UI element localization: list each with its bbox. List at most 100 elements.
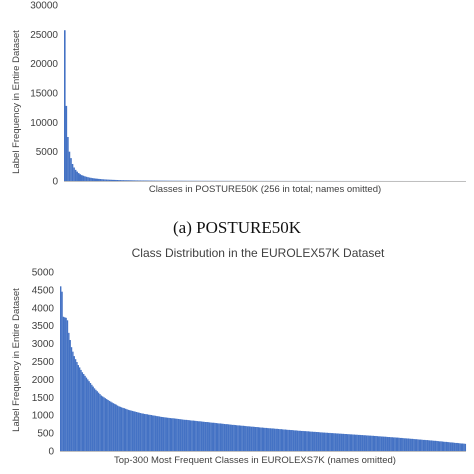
bar <box>384 436 387 451</box>
x-axis-label: Top-300 Most Frequent Classes in EUROLEX… <box>114 455 396 466</box>
bar <box>341 433 343 451</box>
bar <box>183 419 185 451</box>
bar <box>288 429 291 451</box>
bar <box>248 426 250 451</box>
bar <box>352 434 354 451</box>
bar <box>118 180 120 181</box>
bar <box>99 394 101 451</box>
bar <box>253 426 255 451</box>
bar <box>142 413 144 451</box>
y-tick-label: 2500 <box>32 357 55 368</box>
bar <box>87 177 89 181</box>
bar <box>241 425 243 451</box>
bar <box>261 427 264 451</box>
bar <box>143 413 146 451</box>
bar <box>74 169 77 181</box>
bar <box>106 399 108 451</box>
bar <box>104 179 106 181</box>
bar <box>425 440 427 451</box>
bar <box>284 429 287 451</box>
bar <box>407 438 410 451</box>
bar <box>234 425 236 451</box>
bar <box>459 443 461 451</box>
bar <box>165 417 167 451</box>
bar <box>376 436 379 451</box>
bar <box>424 439 426 451</box>
bar <box>422 439 425 451</box>
bar <box>204 422 207 451</box>
bar <box>77 173 80 181</box>
bar <box>150 415 153 451</box>
y-tick-label: 3500 <box>32 321 55 332</box>
bar <box>348 434 350 451</box>
bar <box>164 417 166 451</box>
bar <box>436 440 438 451</box>
bar <box>200 421 203 451</box>
bar <box>268 428 270 451</box>
bar <box>142 180 145 181</box>
bar <box>67 137 69 181</box>
bar <box>238 425 241 451</box>
bar <box>444 441 446 451</box>
bar <box>88 381 90 451</box>
bar <box>225 424 227 451</box>
bar <box>110 179 112 181</box>
bar <box>81 372 84 451</box>
bar <box>283 429 285 451</box>
bar <box>214 422 216 451</box>
bar <box>64 317 66 451</box>
bar <box>299 430 301 451</box>
bar <box>271 428 273 451</box>
bar <box>344 433 346 451</box>
bar <box>463 443 465 451</box>
bar <box>138 180 140 181</box>
bar <box>411 438 414 451</box>
bar <box>449 442 452 451</box>
y-tick-labels: 0 500 1000 1500 2000 2500 3000 3500 4000 4500 5000 <box>32 268 55 458</box>
caption-a: (a) POSTURE50K <box>173 218 302 237</box>
x-axis-label: Classes in POSTURE50K (256 in total; nam… <box>149 184 381 195</box>
y-tick-label: 2000 <box>32 375 55 386</box>
bar <box>286 429 288 451</box>
bar <box>104 398 107 451</box>
bar <box>363 435 365 451</box>
bar <box>273 428 276 451</box>
y-axis-label: Label Frequency in Entire Dataset <box>11 30 22 174</box>
bar <box>378 436 380 451</box>
bar <box>93 178 95 181</box>
bar <box>430 440 433 451</box>
bar <box>108 179 111 181</box>
bar <box>125 180 128 181</box>
bar <box>414 439 416 451</box>
bar <box>319 432 322 451</box>
bar <box>433 440 435 451</box>
y-tick-label: 5000 <box>36 147 59 158</box>
bar <box>122 180 125 181</box>
bar <box>226 424 228 451</box>
bar <box>235 425 238 451</box>
bar <box>123 408 126 451</box>
bar <box>368 435 370 451</box>
bar <box>92 386 94 451</box>
bar <box>346 434 349 451</box>
bar <box>250 426 253 451</box>
bar <box>110 401 112 451</box>
y-tick-label: 1000 <box>32 411 55 422</box>
bars <box>60 286 467 451</box>
bar <box>119 406 121 451</box>
bar <box>233 424 235 451</box>
bar <box>265 427 268 451</box>
bar <box>327 432 330 451</box>
bar <box>85 176 88 181</box>
bar <box>81 175 83 181</box>
bar <box>461 443 464 451</box>
bar <box>137 412 139 451</box>
bar <box>300 430 303 451</box>
y-tick-label: 10000 <box>30 118 58 129</box>
bar <box>177 418 180 451</box>
bar <box>145 414 147 451</box>
y-tick-label: 4000 <box>32 303 55 314</box>
bar <box>158 416 161 451</box>
bar <box>184 419 186 451</box>
bar <box>176 418 178 451</box>
